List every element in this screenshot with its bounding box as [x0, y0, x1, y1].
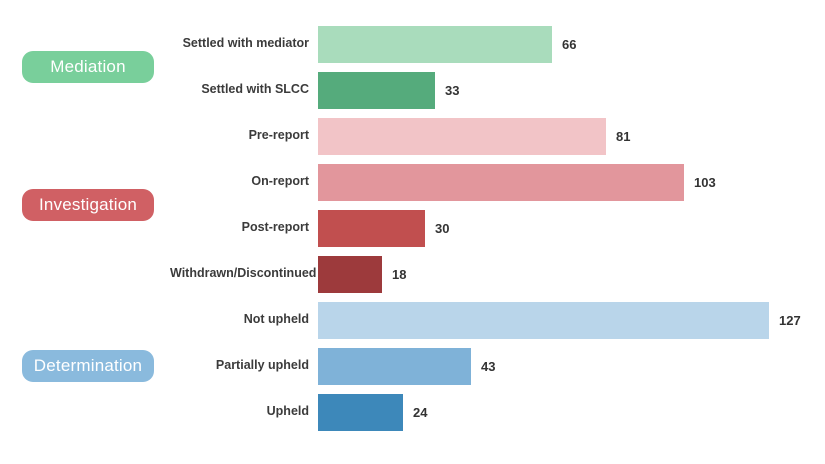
- bar-row: Pre-report 81: [170, 113, 825, 159]
- category-label: Settled with mediator: [182, 36, 309, 51]
- chart-group-mediation: Mediation Settled with mediator 66 Settled …: [0, 21, 825, 113]
- bar-row: Not upheld 127: [170, 297, 825, 343]
- value-label: 81: [616, 128, 631, 144]
- bar-withdrawn-discontinued: [318, 255, 382, 293]
- chart-group-investigation: Investigation Pre-report 81 On-report 103 Pos…: [0, 113, 825, 297]
- category-label: Partially upheld: [215, 358, 309, 373]
- bar-row: Upheld 24: [170, 389, 825, 435]
- category-label: Settled with SLCC: [201, 82, 309, 97]
- group-pill-column: Mediation: [0, 21, 170, 113]
- group-pill-determination: Determination: [22, 350, 154, 382]
- category-label: Post-report: [241, 220, 309, 235]
- group-pill-mediation: Mediation: [22, 51, 154, 83]
- value-label: 33: [445, 82, 460, 98]
- bar-row: Settled with SLCC 33: [170, 67, 825, 113]
- group-rows: Pre-report 81 On-report 103 Post-report 30 Wit…: [170, 113, 825, 297]
- group-pill-investigation: Investigation: [22, 189, 154, 221]
- bar-upheld: [318, 393, 403, 431]
- value-label: 18: [392, 266, 407, 282]
- value-label: 103: [694, 174, 716, 190]
- value-label: 30: [435, 220, 450, 236]
- bar-settled-with-mediator: [318, 25, 552, 63]
- group-rows: Settled with mediator 66 Settled with SLCC…: [170, 21, 825, 113]
- bar-row: On-report 103: [170, 159, 825, 205]
- bar-settled-with-slcc: [318, 71, 435, 109]
- bar-post-report: [318, 209, 425, 247]
- value-label: 66: [562, 36, 577, 52]
- value-label: 127: [779, 312, 801, 328]
- category-label: Upheld: [266, 404, 309, 419]
- bar-pre-report: [318, 117, 606, 155]
- value-label: 24: [413, 404, 428, 420]
- bar-row: Withdrawn/Discontinued 18: [170, 251, 825, 297]
- bar-not-upheld: [318, 301, 769, 339]
- group-pill-column: Investigation: [0, 113, 170, 297]
- bar-row: Settled with mediator 66: [170, 21, 825, 67]
- chart-group-determination: Determination Not upheld 127 Partially uphe…: [0, 297, 825, 435]
- category-label: Pre-report: [248, 128, 309, 143]
- category-label: Not upheld: [243, 312, 309, 327]
- bar-row: Partially upheld 43: [170, 343, 825, 389]
- category-label: Withdrawn/Discontinued: [170, 266, 317, 281]
- value-label: 43: [481, 358, 496, 374]
- category-label: On-report: [251, 174, 309, 189]
- bar-partially-upheld: [318, 347, 471, 385]
- bar-on-report: [318, 163, 684, 201]
- group-pill-column: Determination: [0, 297, 170, 435]
- bar-row: Post-report 30: [170, 205, 825, 251]
- group-rows: Not upheld 127 Partially upheld 43 Upheld 24: [170, 297, 825, 435]
